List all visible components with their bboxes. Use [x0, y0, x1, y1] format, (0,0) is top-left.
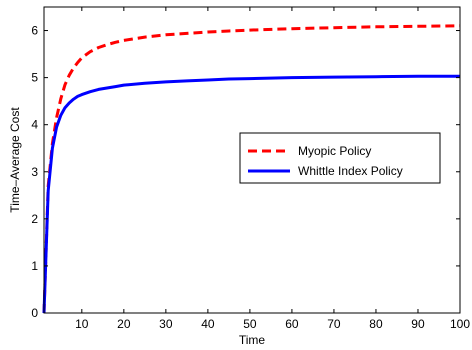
tick-layer: 10 20 30 40 50 60 70 80 90 100 0 1 2 3 4 5 6	[31, 7, 470, 331]
x-axis-label: Time	[239, 333, 266, 347]
x-tick-label: 30	[159, 317, 173, 331]
y-tick-label: 1	[31, 259, 38, 273]
y-tick-label: 5	[31, 71, 38, 85]
legend-label-myopic-policy: Myopic Policy	[298, 144, 371, 158]
series-line-myopic-policy	[42, 24, 461, 314]
y-tick-label: 6	[31, 24, 38, 38]
x-tick-label: 50	[243, 317, 257, 331]
y-tick-label: 3	[31, 165, 38, 179]
x-tick-label: 80	[369, 317, 383, 331]
y-axis-label: Time–Average Cost	[8, 107, 22, 213]
series-layer	[42, 24, 461, 314]
x-tick-label: 10	[75, 317, 89, 331]
legend-box	[239, 132, 441, 184]
series-line-whittle-index-policy	[42, 74, 460, 314]
plot-frame	[43, 6, 461, 314]
x-tick-label: 100	[450, 317, 470, 331]
y-tick-label: 4	[31, 118, 38, 132]
y-tick-label: 2	[31, 212, 38, 226]
x-tick-label: 70	[327, 317, 341, 331]
x-tick-label: 40	[201, 317, 215, 331]
legend-label-whittle-index-policy: Whittle Index Policy	[298, 164, 403, 178]
x-tick-label: 60	[285, 317, 299, 331]
legend: Myopic Policy Whittle Index Policy	[239, 132, 441, 184]
x-tick-label: 90	[411, 317, 425, 331]
y-tick-label: 0	[31, 306, 38, 320]
x-tick-label: 20	[117, 317, 131, 331]
